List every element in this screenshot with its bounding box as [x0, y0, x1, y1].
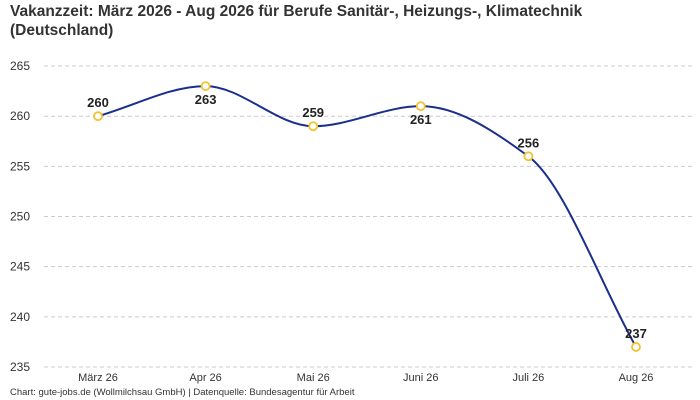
x-tick-label-5: Aug 26	[619, 372, 654, 384]
chart-title: Vakanzzeit: März 2026 - Aug 2026 für Ber…	[10, 3, 583, 39]
y-tick-label-250: 250	[10, 210, 30, 224]
data-point-5	[631, 342, 641, 352]
x-tick-label-4: Juli 26	[513, 372, 545, 384]
x-tick-label-3: Juni 26	[403, 372, 438, 384]
y-tick-label-260: 260	[10, 109, 30, 123]
grid-lines	[44, 65, 692, 368]
x-tick-label-2: Mai 26	[297, 372, 330, 384]
y-tick-label-235: 235	[10, 360, 30, 374]
data-point-3	[415, 101, 426, 112]
data-label-5: 237	[625, 326, 647, 341]
data-point-2	[308, 121, 319, 132]
data-point-0	[93, 111, 103, 122]
data-labels: 260 263 259 261 256 237	[87, 92, 647, 341]
data-label-2: 259	[302, 105, 324, 120]
y-tick-label-245: 245	[10, 260, 30, 274]
x-tick-label-1: Apr 26	[189, 372, 221, 384]
data-point-1	[200, 81, 211, 91]
data-point-4	[523, 151, 534, 162]
y-tick-label-240: 240	[10, 310, 30, 324]
y-tick-label-265: 265	[10, 59, 30, 73]
chart-source-footer: Chart: gute-jobs.de (Wollmilchsau GmbH) …	[10, 387, 355, 398]
x-tick-label-0: März 26	[78, 372, 118, 384]
data-label-0: 260	[87, 95, 109, 110]
data-label-1: 263	[195, 92, 217, 107]
data-label-4: 256	[518, 135, 540, 150]
y-tick-label-255: 255	[10, 159, 30, 173]
y-axis: 235 240 245 250 255 260 265	[10, 59, 30, 374]
data-points	[93, 81, 641, 352]
x-axis: März 26 Apr 26 Mai 26 Juni 26 Juli 26 Aug 26	[78, 372, 653, 384]
data-label-3: 261	[410, 112, 432, 127]
